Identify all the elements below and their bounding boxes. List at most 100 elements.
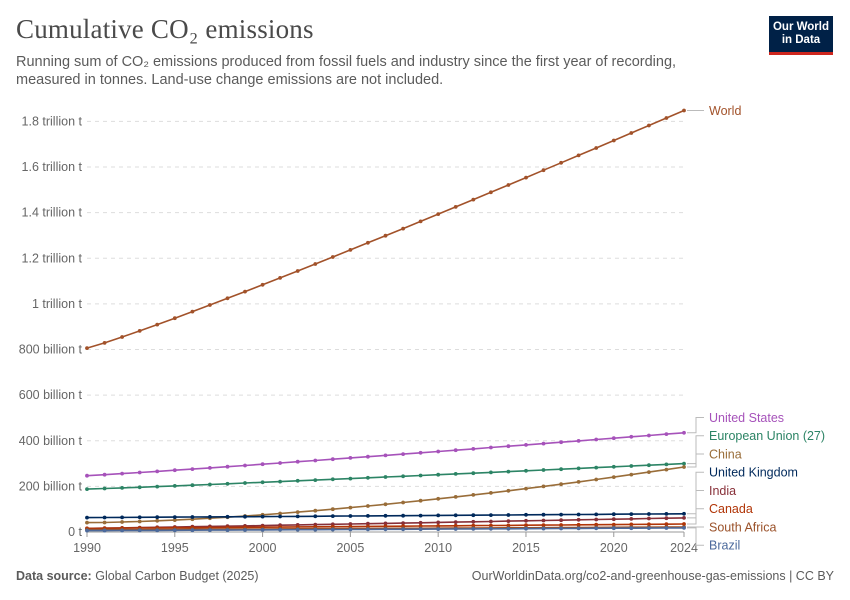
data-point[interactable] <box>260 462 265 467</box>
data-point[interactable] <box>260 480 265 485</box>
data-point[interactable] <box>120 471 124 476</box>
data-point[interactable] <box>524 523 528 528</box>
data-point[interactable] <box>313 478 318 482</box>
series-label-south-africa[interactable]: South Africa <box>709 520 776 534</box>
data-point[interactable] <box>559 526 563 531</box>
data-point[interactable] <box>401 474 405 479</box>
data-point[interactable] <box>190 309 195 314</box>
data-point[interactable] <box>682 461 686 466</box>
data-point[interactable] <box>383 233 388 238</box>
data-point[interactable] <box>278 511 282 516</box>
data-point[interactable] <box>190 515 195 519</box>
series-european-union-27[interactable] <box>85 461 686 491</box>
data-point[interactable] <box>348 522 353 526</box>
data-point[interactable] <box>436 472 441 477</box>
data-point[interactable] <box>664 516 669 521</box>
data-point[interactable] <box>295 459 300 464</box>
data-point[interactable] <box>366 475 370 480</box>
data-point[interactable] <box>330 507 335 512</box>
data-point[interactable] <box>137 470 142 475</box>
data-point[interactable] <box>682 465 686 469</box>
data-point[interactable] <box>418 219 423 224</box>
data-point[interactable] <box>137 485 142 490</box>
data-point[interactable] <box>172 468 177 473</box>
data-point[interactable] <box>278 527 282 532</box>
data-point[interactable] <box>559 440 563 445</box>
data-point[interactable] <box>208 466 212 470</box>
data-point[interactable] <box>471 527 476 531</box>
series-brazil[interactable] <box>85 526 686 533</box>
data-point[interactable] <box>137 515 142 520</box>
data-point[interactable] <box>330 457 335 462</box>
data-point[interactable] <box>506 526 511 531</box>
data-point[interactable] <box>366 240 370 245</box>
data-point[interactable] <box>471 513 476 518</box>
data-point[interactable] <box>506 444 511 449</box>
data-point[interactable] <box>453 448 458 453</box>
data-point[interactable] <box>330 255 335 259</box>
data-point[interactable] <box>524 486 528 491</box>
data-point[interactable] <box>260 514 265 519</box>
data-point[interactable] <box>559 160 563 165</box>
data-point[interactable] <box>506 513 511 517</box>
data-point[interactable] <box>664 116 669 120</box>
data-point[interactable] <box>453 472 458 476</box>
data-point[interactable] <box>594 522 599 527</box>
data-point[interactable] <box>401 527 405 532</box>
data-point[interactable] <box>243 289 247 294</box>
data-point[interactable] <box>629 131 634 135</box>
data-point[interactable] <box>541 523 546 527</box>
data-point[interactable] <box>471 519 476 524</box>
data-point[interactable] <box>190 528 195 533</box>
data-point[interactable] <box>401 521 405 525</box>
data-point[interactable] <box>541 441 546 446</box>
data-point[interactable] <box>453 205 458 209</box>
data-point[interactable] <box>453 513 458 518</box>
data-point[interactable] <box>120 515 124 520</box>
data-point[interactable] <box>682 430 686 435</box>
data-point[interactable] <box>664 526 669 530</box>
data-point[interactable] <box>471 447 476 451</box>
data-point[interactable] <box>366 454 370 459</box>
series-united-states[interactable] <box>85 430 686 478</box>
data-point[interactable] <box>102 515 107 520</box>
data-point[interactable] <box>471 493 476 497</box>
data-point[interactable] <box>330 514 335 518</box>
owid-logo[interactable]: Our World in Data <box>769 16 833 55</box>
data-point[interactable] <box>278 514 282 519</box>
data-point[interactable] <box>629 517 634 521</box>
data-point[interactable] <box>559 523 563 527</box>
data-point[interactable] <box>594 477 599 482</box>
data-point[interactable] <box>629 434 634 439</box>
data-point[interactable] <box>453 520 458 524</box>
data-point[interactable] <box>366 504 370 508</box>
data-point[interactable] <box>208 528 212 532</box>
data-point[interactable] <box>436 449 441 454</box>
data-point[interactable] <box>295 269 300 273</box>
data-point[interactable] <box>576 526 581 531</box>
data-point[interactable] <box>155 518 160 523</box>
data-point[interactable] <box>647 463 651 468</box>
data-point[interactable] <box>682 516 686 520</box>
data-point[interactable] <box>647 123 651 128</box>
data-point[interactable] <box>137 329 142 333</box>
data-point[interactable] <box>366 527 370 532</box>
data-point[interactable] <box>453 495 458 499</box>
data-point[interactable] <box>172 484 177 488</box>
data-point[interactable] <box>611 475 616 479</box>
data-point[interactable] <box>629 526 634 531</box>
data-point[interactable] <box>611 464 616 469</box>
data-point[interactable] <box>594 526 599 531</box>
data-point[interactable] <box>418 513 423 518</box>
data-point[interactable] <box>436 520 441 525</box>
data-point[interactable] <box>471 197 476 202</box>
data-point[interactable] <box>102 472 107 477</box>
data-point[interactable] <box>85 346 89 350</box>
data-point[interactable] <box>594 437 599 442</box>
data-point[interactable] <box>576 466 581 471</box>
data-point[interactable] <box>278 461 282 465</box>
data-point[interactable] <box>489 526 493 531</box>
data-point[interactable] <box>647 526 651 530</box>
data-point[interactable] <box>155 528 160 533</box>
data-point[interactable] <box>664 467 669 472</box>
